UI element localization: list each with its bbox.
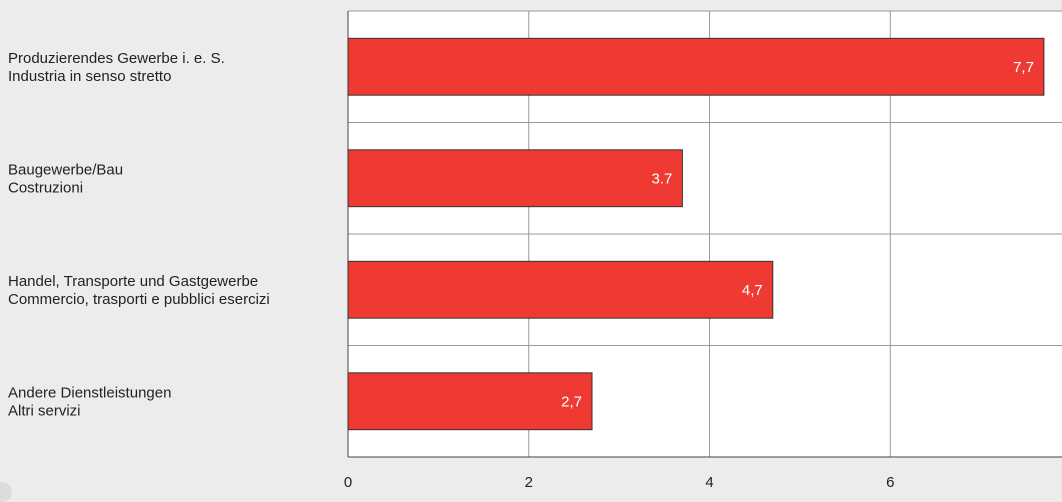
category-labels: Produzierendes Gewerbe i. e. S.Industria… [8, 50, 270, 420]
value-label-2: 4,7 [742, 282, 763, 299]
category-label-1-1: Costruzioni [8, 179, 83, 196]
bar-2 [347, 260, 774, 319]
category-label-2-1: Commercio, trasporti e pubblici esercizi [8, 291, 270, 308]
bar-3 [347, 372, 593, 431]
category-label-3-0: Andere Dienstleistungen [8, 384, 171, 401]
category-label-1-0: Baugewerbe/Bau [8, 161, 123, 178]
x-tick-label-0: 0 [344, 474, 352, 491]
value-label-1: 3.7 [652, 170, 673, 187]
category-label-3-1: Altri servizi [8, 402, 81, 419]
x-tick-label-3: 6 [886, 474, 894, 491]
x-axis-ticks: 0 2 4 6 [344, 474, 895, 491]
bars: 7,7 3.7 4,7 2,7 [347, 37, 1045, 431]
x-tick-label-2: 4 [705, 474, 713, 491]
value-label-3: 2,7 [561, 393, 582, 410]
bar-0 [347, 37, 1045, 96]
category-label-2-0: Handel, Transporte und Gastgewerbe [8, 273, 258, 290]
category-label-0-1: Industria in senso stretto [8, 68, 171, 85]
category-label-0-0: Produzierendes Gewerbe i. e. S. [8, 50, 225, 67]
value-label-0: 7,7 [1013, 59, 1034, 76]
x-tick-label-1: 2 [525, 474, 533, 491]
bar-1 [347, 149, 683, 208]
